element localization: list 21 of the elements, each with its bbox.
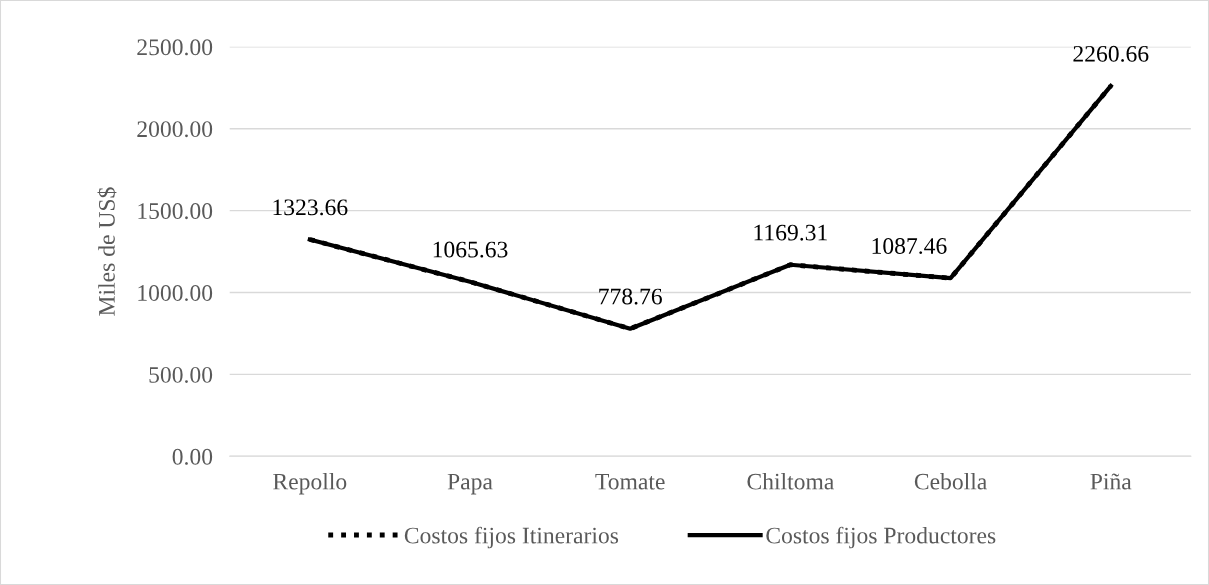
data-label: 1065.63	[433, 241, 508, 258]
x-tick-label: Piña	[1090, 473, 1132, 490]
y-axis-title: Miles de US$	[97, 187, 117, 316]
x-tick-label: Tomate	[595, 473, 665, 490]
x-tick-label: Chiltoma	[747, 472, 834, 490]
x-tick-label: Papa	[447, 473, 493, 495]
y-tick-label: 1000.00	[138, 284, 213, 302]
y-tick-label: 500.00	[149, 366, 213, 383]
legend-label: Costos fijos Productores	[766, 526, 996, 549]
data-label: 2260.66	[1073, 45, 1149, 62]
data-label: 1323.66	[273, 199, 348, 216]
data-label: 1169.31	[754, 224, 827, 241]
y-tick-label: 2000.00	[137, 121, 213, 138]
legend-label: Costos fijos Itinerarios	[404, 526, 619, 549]
data-label: 1087.46	[872, 238, 947, 255]
data-label: 778.76	[599, 288, 662, 305]
y-tick-label: 2500.00	[137, 39, 213, 56]
x-tick-label: Cebolla	[914, 472, 987, 490]
x-tick-label: Repollo	[273, 472, 347, 495]
y-tick-label: 1500.00	[138, 203, 213, 220]
y-tick-label: 0.00	[172, 448, 213, 465]
